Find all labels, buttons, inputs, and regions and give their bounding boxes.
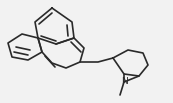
Text: N: N — [121, 77, 127, 87]
